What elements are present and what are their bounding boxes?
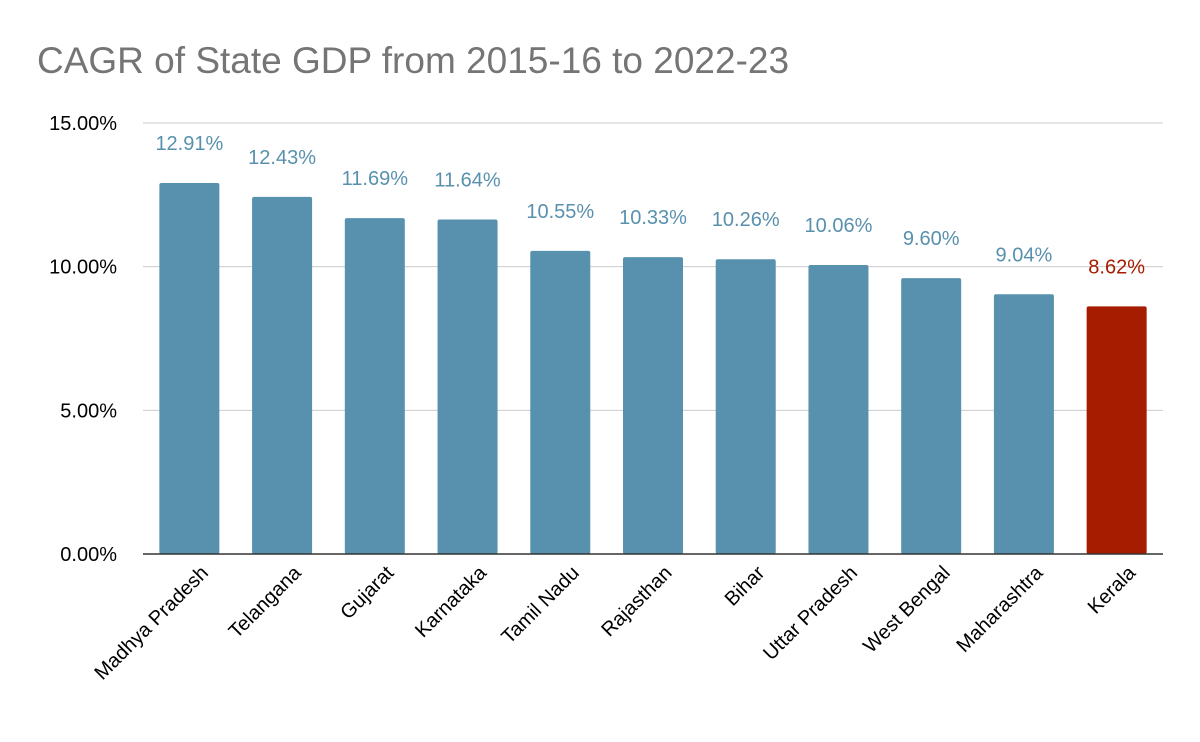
- bar: [1086, 306, 1147, 554]
- bar: [437, 219, 498, 554]
- category-label: Tamil Nadu: [498, 562, 584, 648]
- bar: [993, 294, 1054, 554]
- bar: [901, 278, 962, 554]
- category-label: Bihar: [721, 562, 770, 611]
- data-label: 9.04%: [996, 244, 1053, 266]
- chart-title: CAGR of State GDP from 2015-16 to 2022-2…: [37, 40, 790, 81]
- data-label: 11.69%: [342, 168, 409, 190]
- bar: [715, 259, 776, 554]
- category-label: Madhya Pradesh: [90, 562, 212, 684]
- category-label: Uttar Pradesh: [759, 562, 862, 665]
- bars: [159, 183, 1147, 554]
- bar: [623, 257, 683, 554]
- category-label: Karnataka: [411, 561, 492, 642]
- data-label: 10.33%: [619, 207, 687, 229]
- category-label: Telangana: [225, 561, 306, 642]
- category-label: Kerala: [1084, 561, 1141, 618]
- x-axis-category-labels: Madhya Pradesh Telangana Gujarat Karnataka T…: [90, 561, 1140, 684]
- category-label: West Bengal: [859, 562, 954, 657]
- y-tick-label: 5.00%: [60, 400, 117, 422]
- category-label: Rajasthan: [597, 562, 676, 641]
- data-label: 10.26%: [712, 209, 780, 231]
- data-label: 12.91%: [155, 133, 223, 155]
- data-labels: 12.91% 12.43% 11.69% 11.64% 10.55% 10.33% 10.2…: [155, 133, 1145, 278]
- category-label: Maharashtra: [952, 561, 1048, 657]
- bar: [252, 196, 313, 554]
- bar: [159, 183, 220, 554]
- bar: [344, 218, 405, 554]
- data-label: 10.06%: [805, 215, 873, 237]
- bar: [530, 250, 591, 554]
- data-label: 11.64%: [434, 170, 501, 192]
- category-label: Gujarat: [336, 562, 398, 624]
- y-axis-tick-labels: 0.00% 5.00% 10.00% 15.00%: [49, 113, 117, 566]
- data-label: 10.55%: [526, 201, 594, 223]
- data-label: 8.62%: [1088, 256, 1145, 278]
- y-tick-label: 0.00%: [60, 544, 117, 566]
- bar: [808, 264, 869, 554]
- data-label: 12.43%: [248, 147, 316, 169]
- y-tick-label: 10.00%: [49, 257, 117, 279]
- y-tick-label: 15.00%: [49, 113, 117, 135]
- data-label: 9.60%: [903, 228, 960, 250]
